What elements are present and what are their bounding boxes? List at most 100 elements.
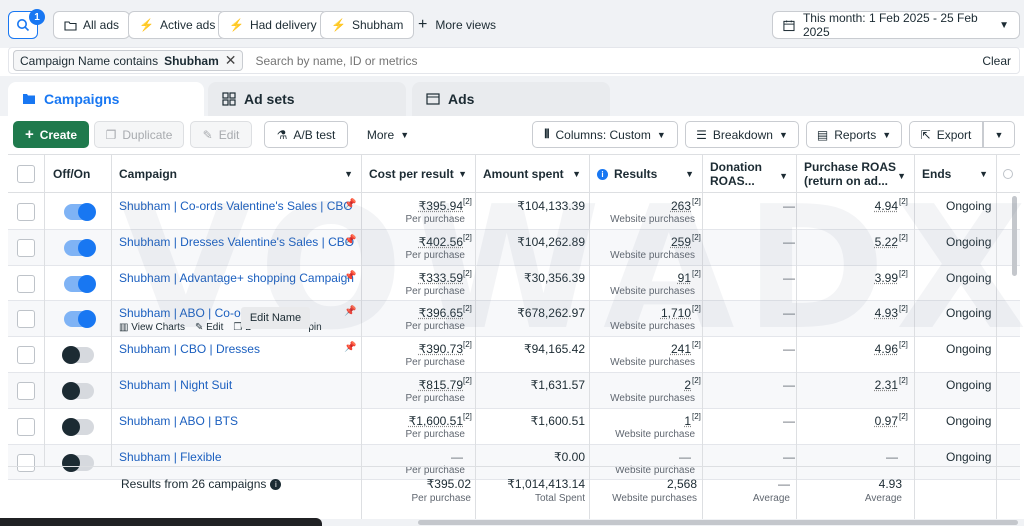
info-icon[interactable]: [2] — [692, 340, 701, 350]
cost-per-result[interactable]: ₹815.79 — [418, 378, 463, 392]
filter-chip[interactable]: Campaign Name contains Shubham ✕ — [13, 50, 244, 71]
settings-icon[interactable] — [1003, 169, 1013, 179]
row-checkbox[interactable] — [17, 417, 35, 436]
info-icon[interactable]: [2] — [899, 304, 908, 314]
info-icon[interactable]: i — [270, 478, 282, 490]
results-value[interactable]: 2 — [684, 378, 691, 392]
header-donation-roas[interactable]: Donation ROAS... ▼ — [702, 155, 796, 193]
cost-per-result[interactable]: ₹333.59 — [418, 270, 463, 285]
info-icon[interactable]: [2] — [463, 411, 472, 421]
campaign-name-link[interactable]: Shubham | ABO | Co-ords — [119, 306, 258, 321]
table-row[interactable]: Shubham | Dresses Valentine's Sales | CB… — [8, 229, 1020, 266]
purchase-roas-value[interactable]: 4.93 — [874, 306, 898, 321]
header-amount-spent[interactable]: Amount spent ▼ — [475, 155, 589, 193]
clear-button[interactable]: Clear — [982, 53, 1011, 68]
breakdown-button[interactable]: ☰ Breakdown ▼ — [685, 121, 799, 148]
info-icon[interactable]: [2] — [899, 411, 908, 421]
info-icon[interactable]: [2] — [463, 268, 472, 278]
pin-icon[interactable]: 📌 — [344, 199, 357, 210]
tab-ads[interactable]: Ads — [412, 82, 610, 116]
export-dropdown-button[interactable]: ▼ — [983, 121, 1015, 148]
header-off-on[interactable]: Off/On — [45, 155, 115, 193]
cost-per-result[interactable]: ₹395.94 — [418, 199, 463, 213]
purchase-roas-value[interactable]: 4.96 — [874, 342, 898, 357]
info-icon[interactable]: [2] — [463, 376, 472, 385]
info-icon[interactable]: [2] — [692, 304, 701, 314]
info-icon[interactable]: [2] — [899, 197, 908, 206]
cost-per-result[interactable]: ₹396.65 — [418, 306, 463, 321]
pin-link[interactable]: pin — [308, 322, 321, 333]
results-value[interactable]: 241 — [670, 342, 691, 357]
campaign-name-link[interactable]: Shubham | Night Suit — [119, 378, 233, 392]
campaign-name-link[interactable]: Shubham | Flexible — [119, 449, 222, 464]
edit-link[interactable]: ✎ Edit — [195, 322, 223, 333]
header-purchase-roas[interactable]: Purchase ROAS (return on ad... ▼ — [796, 155, 914, 193]
purchase-roas-value[interactable]: — — [886, 449, 898, 464]
info-icon[interactable]: [2] — [692, 268, 701, 278]
row-checkbox[interactable] — [17, 453, 35, 472]
row-checkbox[interactable] — [17, 310, 35, 329]
purchase-roas-value[interactable]: 5.22 — [874, 234, 898, 249]
view-had-delivery[interactable]: ⚡ Had delivery — [218, 11, 328, 39]
campaign-name-link[interactable]: Shubham | Advantage+ shopping Campaign — [119, 270, 354, 285]
info-icon[interactable]: [2] — [692, 411, 701, 421]
campaign-toggle[interactable] — [62, 382, 94, 400]
results-value[interactable]: — — [679, 449, 691, 464]
results-value[interactable]: 263 — [670, 199, 691, 213]
pin-icon[interactable]: 📌 — [344, 234, 357, 246]
info-icon[interactable]: [2] — [899, 232, 908, 242]
info-icon[interactable]: [2] — [692, 232, 701, 242]
campaign-name-link[interactable]: Shubham | CBO | Dresses — [119, 342, 260, 357]
row-checkbox[interactable] — [17, 203, 35, 221]
export-button[interactable]: ⇱ Export — [909, 121, 983, 148]
row-checkbox[interactable] — [17, 238, 35, 257]
campaign-name-link[interactable]: Shubham | Dresses Valentine's Sales | CB… — [119, 234, 355, 249]
campaign-toggle[interactable] — [64, 203, 96, 221]
results-value[interactable]: 91 — [677, 270, 691, 285]
duplicate-button[interactable]: ❐ Duplicate — [94, 121, 184, 148]
select-all-checkbox[interactable] — [17, 165, 35, 183]
row-checkbox[interactable] — [17, 382, 35, 400]
pin-icon[interactable]: 📌 — [344, 270, 357, 282]
table-row[interactable]: Shubham | Advantage+ shopping Campaign 📌… — [8, 266, 1020, 302]
header-cost-per-result[interactable]: Cost per result ▼ — [361, 155, 475, 193]
horizontal-scrollbar[interactable] — [418, 520, 1018, 525]
table-row[interactable]: Shubham | Flexible — Per purchase ₹0.00 … — [8, 444, 1020, 481]
info-icon[interactable]: [2] — [692, 376, 701, 385]
view-all-ads[interactable]: All ads — [53, 11, 131, 39]
table-row[interactable]: Shubham | ABO | BTS ₹1,600.51 [2] Per pu… — [8, 409, 1020, 445]
purchase-roas-value[interactable]: 2.31 — [874, 378, 898, 392]
campaign-name-link[interactable]: Shubham | Co-ords Valentine's Sales | CB… — [119, 199, 353, 213]
campaign-toggle[interactable] — [62, 346, 94, 365]
info-icon[interactable]: [2] — [463, 232, 472, 242]
cost-per-result[interactable]: ₹402.56 — [418, 234, 463, 249]
vertical-scrollbar[interactable] — [1012, 196, 1017, 276]
campaign-toggle[interactable] — [64, 274, 96, 293]
row-checkbox[interactable] — [17, 346, 35, 365]
more-views-button[interactable]: + More views — [418, 11, 496, 39]
view-charts-link[interactable]: ▥ View Charts — [119, 322, 185, 333]
campaign-toggle[interactable] — [62, 417, 94, 436]
table-row[interactable]: Shubham | Co-ords Valentine's Sales | CB… — [8, 194, 1020, 230]
date-range-picker[interactable]: This month: 1 Feb 2025 - 25 Feb 2025 ▼ — [772, 11, 1020, 39]
search-input[interactable] — [255, 53, 983, 68]
table-row[interactable]: Shubham | CBO | Dresses 📌 ₹390.73 [2] Pe… — [8, 337, 1020, 373]
campaign-toggle[interactable] — [64, 238, 96, 257]
table-row[interactable]: Shubham | ABO | Co-ords 📌 ▥ View Charts … — [8, 301, 1020, 338]
create-button[interactable]: + Create — [13, 121, 89, 148]
header-campaign[interactable]: Campaign ▼ — [111, 155, 361, 193]
cost-per-result[interactable]: ₹1,600.51 — [408, 413, 463, 428]
purchase-roas-value[interactable]: 4.94 — [874, 199, 898, 213]
info-icon[interactable]: [2] — [463, 197, 472, 206]
close-icon[interactable]: ✕ — [224, 52, 237, 68]
results-value[interactable]: 259 — [670, 234, 691, 249]
view-shubham[interactable]: ⚡ Shubham — [320, 11, 415, 39]
tab-campaigns[interactable]: Campaigns — [8, 82, 204, 116]
campaign-toggle[interactable] — [64, 310, 96, 329]
info-icon[interactable]: [2] — [899, 376, 908, 385]
tab-ad-sets[interactable]: Ad sets — [208, 82, 406, 116]
purchase-roas-value[interactable]: 0.97 — [874, 413, 898, 428]
results-value[interactable]: 1,710 — [660, 306, 691, 321]
table-row[interactable]: Shubham | Night Suit ₹815.79 [2] Per pur… — [8, 373, 1020, 409]
ab-test-button[interactable]: ⚗ A/B test — [264, 121, 348, 148]
